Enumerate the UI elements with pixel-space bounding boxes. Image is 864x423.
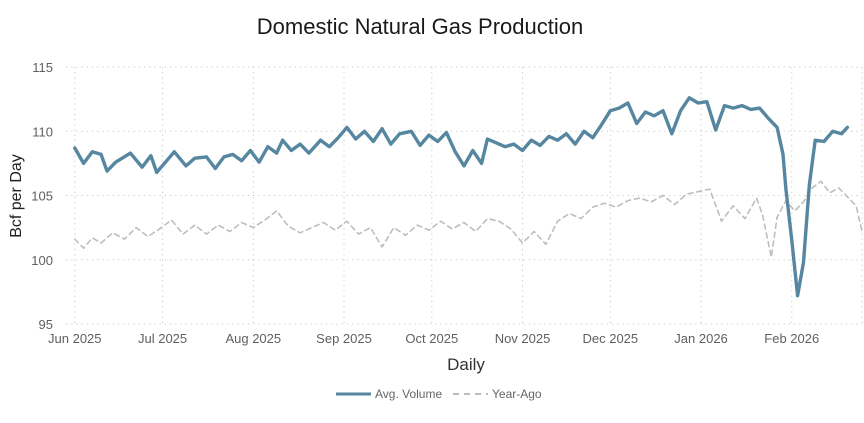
y-tick-label: 100 bbox=[31, 253, 53, 268]
x-tick-label: Oct 2025 bbox=[405, 331, 458, 346]
x-tick-label: Dec 2025 bbox=[582, 331, 638, 346]
x-tick-label: Feb 2026 bbox=[764, 331, 819, 346]
series-line-year-ago[interactable] bbox=[74, 180, 863, 259]
x-axis-label: Daily bbox=[447, 355, 485, 374]
legend-label-avg-volume: Avg. Volume bbox=[375, 387, 442, 401]
y-tick-label: 95 bbox=[39, 317, 53, 332]
y-tick-label: 105 bbox=[31, 189, 53, 204]
x-tick-label: Jul 2025 bbox=[138, 331, 187, 346]
y-axis-label: Bcf per Day bbox=[8, 154, 25, 238]
y-tick-label: 110 bbox=[32, 124, 53, 139]
x-tick-label: Nov 2025 bbox=[495, 331, 551, 346]
legend[interactable]: Avg. Volume Year-Ago bbox=[336, 387, 542, 401]
chart-title: Domestic Natural Gas Production bbox=[257, 14, 583, 39]
y-tick-label: 115 bbox=[32, 60, 53, 75]
x-tick-label: Jun 2025 bbox=[48, 331, 102, 346]
x-tick-label: Aug 2025 bbox=[225, 331, 281, 346]
y-axis-ticks: 95 100 105 110 115 bbox=[31, 60, 53, 332]
grid-lines bbox=[66, 66, 863, 325]
legend-label-year-ago: Year-Ago bbox=[492, 387, 542, 401]
x-tick-label: Sep 2025 bbox=[316, 331, 372, 346]
x-tick-label: Jan 2026 bbox=[674, 331, 728, 346]
series-lines bbox=[73, 96, 863, 298]
x-axis-ticks: Jun 2025 Jul 2025 Aug 2025 Sep 2025 Oct 2025… bbox=[48, 331, 819, 346]
series-line-avg-volume[interactable] bbox=[73, 96, 850, 298]
